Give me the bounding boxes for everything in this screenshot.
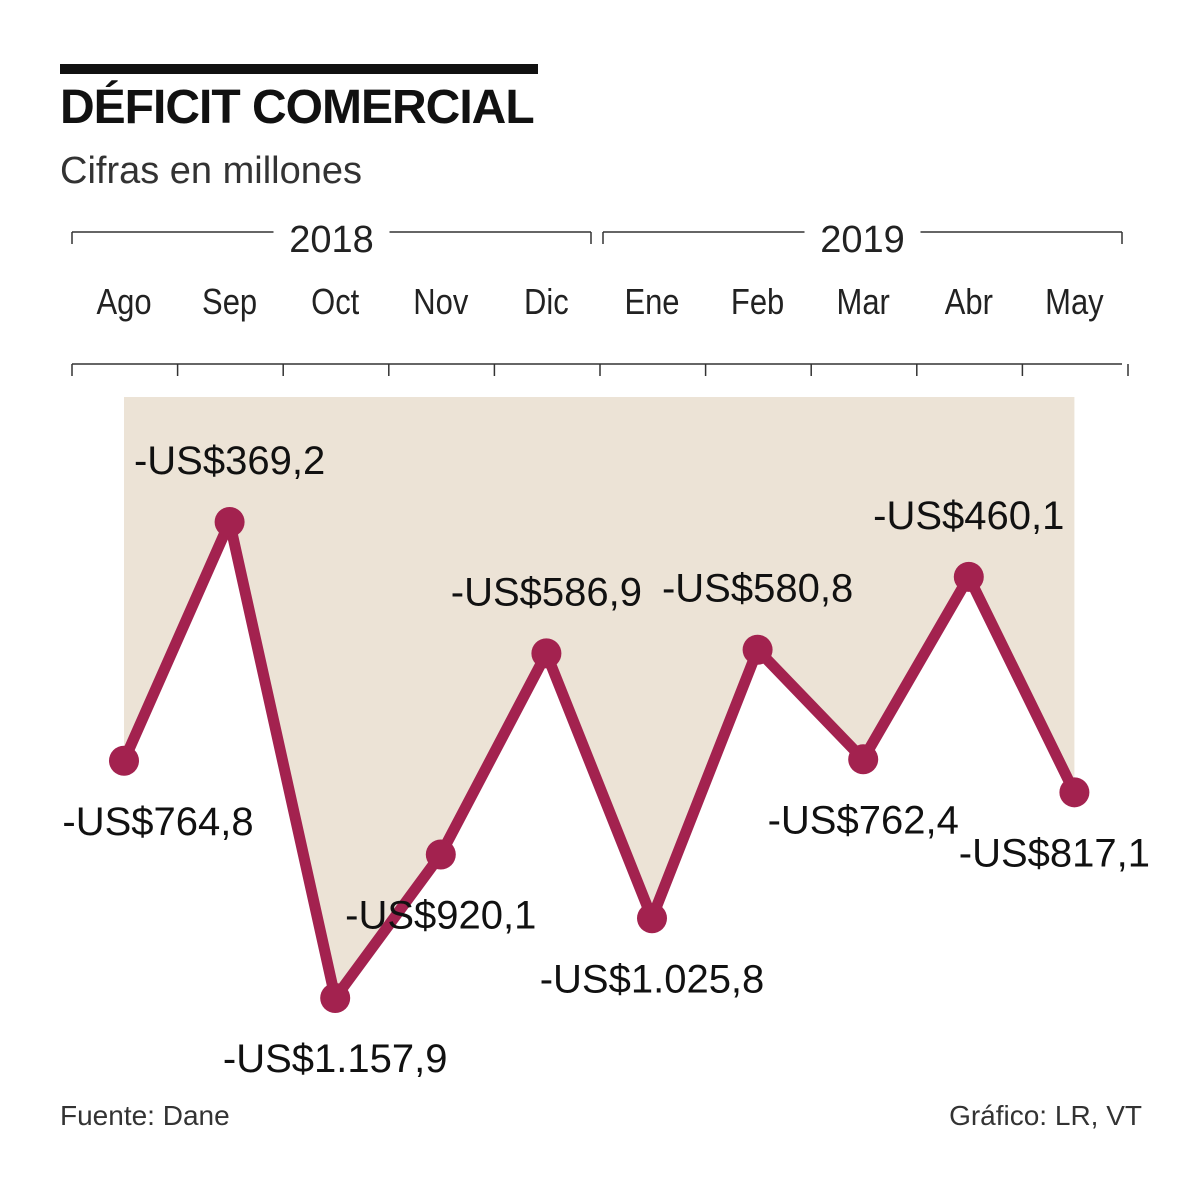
data-point — [109, 745, 139, 776]
deficit-series-line — [118, 516, 1080, 1004]
data-point — [637, 903, 667, 934]
data-label: -US$1.025,8 — [540, 957, 765, 1001]
title-rule — [60, 64, 538, 74]
data-label: -US$762,4 — [768, 798, 959, 842]
month-tick-label: Ago — [96, 283, 151, 323]
source-note: Fuente: Dane — [60, 1100, 230, 1131]
month-tick-label: Feb — [731, 283, 784, 323]
data-point — [848, 744, 879, 775]
data-points — [109, 507, 1090, 1013]
data-label: -US$920,1 — [345, 893, 536, 937]
year-label: 2018 — [289, 219, 374, 261]
chart-title: DÉFICIT COMERCIAL — [60, 81, 535, 134]
data-label: -US$764,8 — [62, 800, 253, 844]
data-label: -US$580,8 — [662, 567, 853, 611]
data-point — [953, 561, 984, 592]
year-label: 2019 — [820, 219, 905, 261]
data-label: -US$1.157,9 — [223, 1037, 448, 1081]
data-labels: -US$764,8-US$369,2-US$1.157,9-US$920,1-U… — [62, 439, 1150, 1081]
chart-area-background — [124, 397, 1075, 998]
credit-note: Gráfico: LR, VT — [949, 1100, 1142, 1131]
month-tick-label: Dic — [524, 283, 569, 323]
data-label: -US$817,1 — [959, 831, 1150, 875]
month-tick-label: May — [1045, 283, 1104, 323]
month-tick-label: Nov — [413, 283, 468, 323]
data-point — [320, 983, 351, 1013]
data-point — [425, 839, 456, 870]
month-axis: 2018 Ago Sep Oct Nov Dic 2019 Ene Feb Mar Abr May — [71, 219, 1129, 376]
data-label: -US$586,9 — [451, 570, 642, 614]
month-tick-label: Mar — [837, 283, 890, 323]
month-tick-label: Sep — [202, 283, 257, 323]
data-point — [742, 634, 773, 665]
month-tick-label: Abr — [945, 283, 993, 323]
data-point — [531, 638, 562, 669]
data-label: -US$369,2 — [134, 439, 325, 483]
chart-subtitle: Cifras en millones — [60, 150, 362, 192]
month-tick-label: Ene — [624, 283, 679, 323]
month-tick-label: Oct — [311, 283, 360, 323]
data-label: -US$460,1 — [873, 494, 1064, 538]
data-point — [1059, 777, 1090, 808]
data-point — [214, 507, 245, 537]
